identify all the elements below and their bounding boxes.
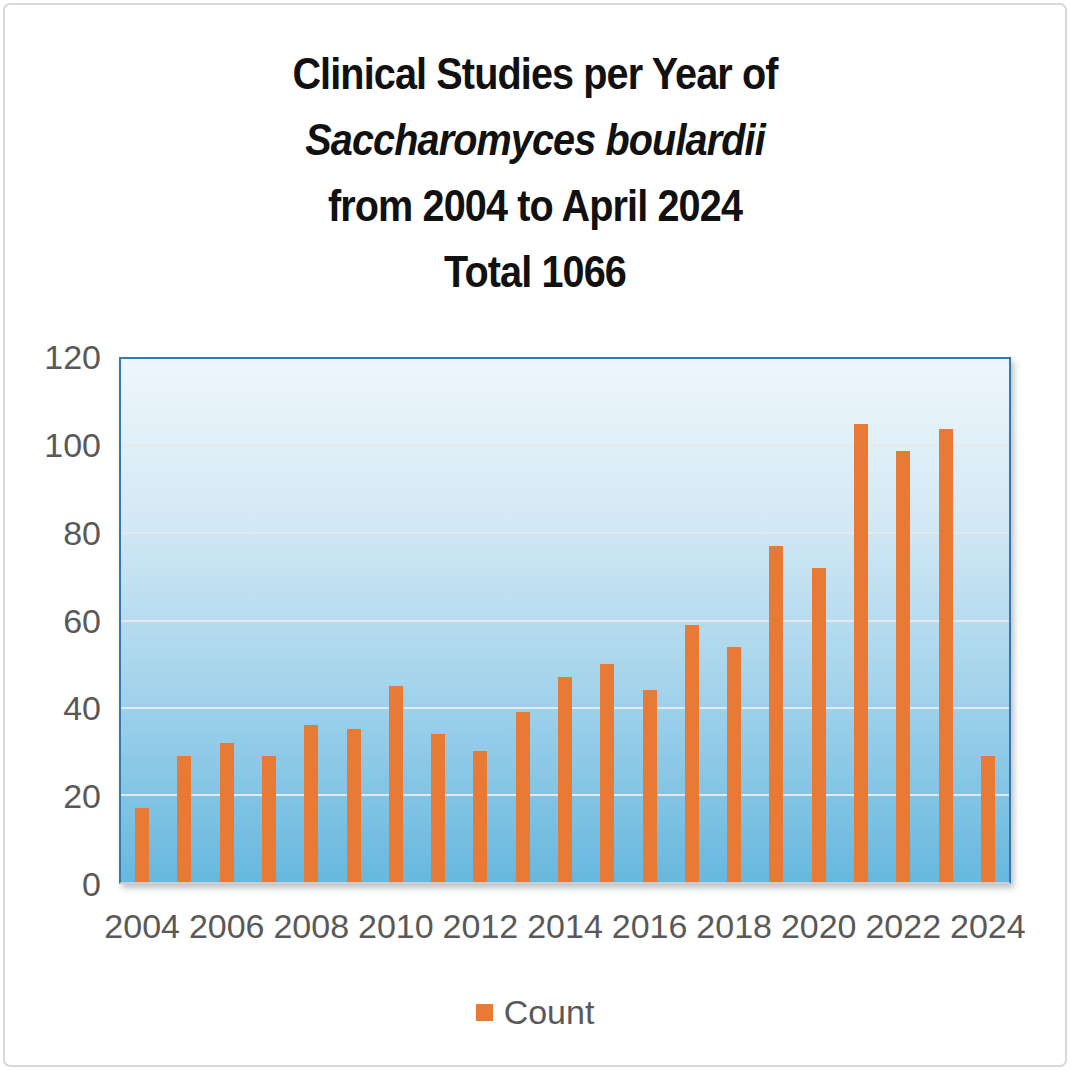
gridline-60: [121, 620, 1009, 622]
y-tick-20: 20: [5, 778, 101, 814]
y-tick-120: 120: [5, 339, 101, 375]
bar-2004: [135, 808, 149, 882]
x-tick-2008: 2008: [263, 903, 359, 949]
x-tick-2016: 2016: [602, 903, 698, 949]
x-axis-labels: 2004200620082010201220142016201820202022…: [119, 903, 1011, 949]
x-tick-2012: 2012: [432, 903, 528, 949]
bar-2014: [558, 677, 572, 882]
bar-2009: [347, 729, 361, 882]
bar-2023: [939, 429, 953, 882]
x-tick-2022: 2022: [855, 903, 951, 949]
x-tick-2020: 2020: [771, 903, 867, 949]
chart-title-line-2-species: Saccharomyces boulardii: [69, 107, 1002, 173]
bar-2021: [854, 424, 868, 882]
bar-2015: [600, 664, 614, 882]
x-tick-2024: 2024: [940, 903, 1036, 949]
bar-2012: [473, 751, 487, 882]
chart-title-line-3: from 2004 to April 2024: [69, 173, 1002, 239]
bar-2020: [812, 568, 826, 882]
bar-2010: [389, 686, 403, 882]
x-tick-2004: 2004: [94, 903, 190, 949]
y-tick-100: 100: [5, 427, 101, 463]
chart-title: Clinical Studies per Year of Saccharomyc…: [69, 41, 1002, 305]
y-tick-0: 0: [5, 866, 101, 902]
y-axis-labels: 020406080100120: [5, 357, 101, 884]
x-tick-2006: 2006: [179, 903, 275, 949]
bar-2013: [516, 712, 530, 882]
x-tick-2018: 2018: [686, 903, 782, 949]
y-tick-80: 80: [5, 515, 101, 551]
bar-2016: [643, 690, 657, 882]
plot-area: [119, 357, 1011, 884]
bar-2024: [981, 756, 995, 882]
x-tick-2010: 2010: [348, 903, 444, 949]
bar-2008: [304, 725, 318, 882]
legend: Count: [5, 993, 1065, 1032]
page-background: Clinical Studies per Year of Saccharomyc…: [3, 3, 1067, 1067]
y-tick-60: 60: [5, 603, 101, 639]
x-tick-2014: 2014: [517, 903, 613, 949]
y-tick-40: 40: [5, 690, 101, 726]
chart-title-line-1: Clinical Studies per Year of: [69, 41, 1002, 107]
bar-2022: [896, 451, 910, 882]
bar-2018: [727, 647, 741, 882]
bar-2005: [177, 756, 191, 882]
chart-title-line-4-total: Total 1066: [69, 239, 1002, 305]
bar-2019: [769, 546, 783, 882]
gridline-80: [121, 532, 1009, 534]
bar-2006: [220, 743, 234, 882]
gridline-100: [121, 445, 1009, 447]
legend-marker-count-icon: [476, 1004, 493, 1021]
bar-2007: [262, 756, 276, 882]
legend-label: Count: [504, 993, 595, 1032]
bar-2011: [431, 734, 445, 882]
bar-2017: [685, 625, 699, 882]
